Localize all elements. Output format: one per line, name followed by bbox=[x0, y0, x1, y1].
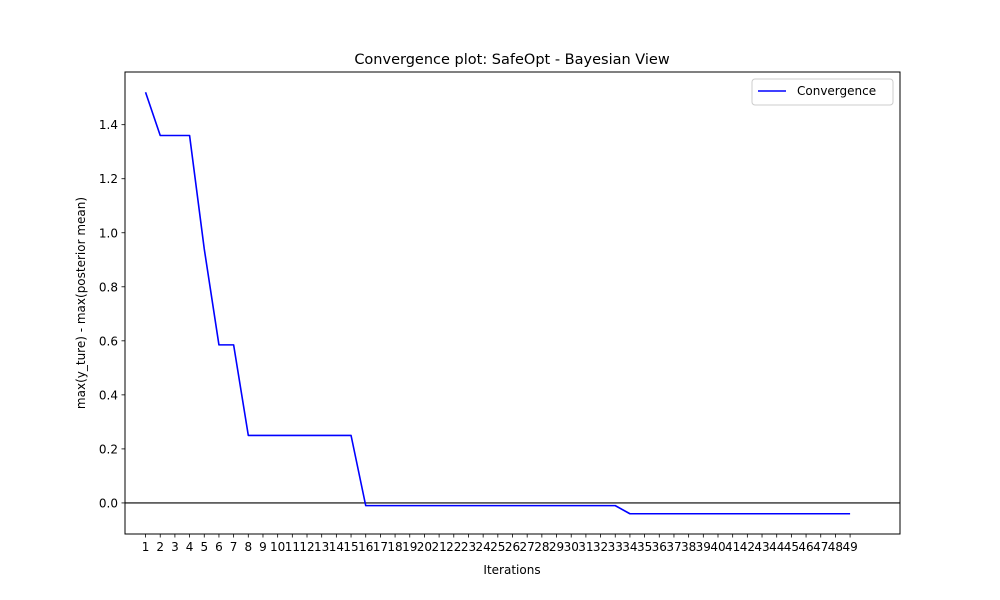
y-tick-label: 0.0 bbox=[99, 496, 118, 510]
x-tick-label: 17 bbox=[373, 540, 388, 554]
legend: Convergence bbox=[751, 78, 894, 106]
x-tick-label: 35 bbox=[637, 540, 652, 554]
legend-label: Convergence bbox=[797, 84, 876, 98]
y-tick-label: 1.0 bbox=[99, 226, 118, 240]
x-tick-label: 4 bbox=[186, 540, 194, 554]
x-tick-label: 12 bbox=[299, 540, 314, 554]
x-tick-label: 28 bbox=[534, 540, 549, 554]
y-tick-label: 0.2 bbox=[99, 442, 118, 456]
x-tick-label: 42 bbox=[740, 540, 755, 554]
x-tick-label: 5 bbox=[200, 540, 208, 554]
x-tick-label: 33 bbox=[608, 540, 623, 554]
x-tick-label: 44 bbox=[769, 540, 784, 554]
x-tick-label: 36 bbox=[652, 540, 667, 554]
x-tick-label: 15 bbox=[343, 540, 358, 554]
x-tick-label: 7 bbox=[230, 540, 238, 554]
x-tick-label: 13 bbox=[314, 540, 329, 554]
x-tick-label: 11 bbox=[285, 540, 300, 554]
x-tick-label: 14 bbox=[329, 540, 344, 554]
x-tick-label: 24 bbox=[476, 540, 491, 554]
y-axis-label: max(y_ture) - max(posterior mean) bbox=[74, 197, 88, 409]
x-tick-label: 2 bbox=[156, 540, 164, 554]
x-tick-label: 22 bbox=[446, 540, 461, 554]
x-tick-label: 18 bbox=[387, 540, 402, 554]
series-line bbox=[144, 92, 851, 515]
plot-frame bbox=[124, 71, 901, 535]
y-tick-label: 0.6 bbox=[99, 334, 118, 348]
x-tick-label: 9 bbox=[259, 540, 267, 554]
x-tick-label: 3 bbox=[171, 540, 179, 554]
y-tick-label: 1.2 bbox=[99, 172, 118, 186]
x-tick-label: 34 bbox=[622, 540, 637, 554]
x-tick-label: 23 bbox=[461, 540, 476, 554]
x-tick-label: 16 bbox=[358, 540, 373, 554]
x-tick-label: 25 bbox=[490, 540, 505, 554]
x-tick-label: 31 bbox=[578, 540, 593, 554]
y-tick-label: 1.4 bbox=[99, 118, 118, 132]
chart-title: Convergence plot: SafeOpt - Bayesian Vie… bbox=[354, 52, 670, 68]
x-tick-label: 46 bbox=[798, 540, 813, 554]
plot-area: 0.00.20.40.60.81.01.21.41 2 3 4 5 6 7 8 9 10 11 12 1… bbox=[99, 92, 900, 554]
x-tick-label: 43 bbox=[754, 540, 769, 554]
x-tick-label: 29 bbox=[549, 540, 564, 554]
x-tick-label: 48 bbox=[828, 540, 843, 554]
x-tick-label: 39 bbox=[696, 540, 711, 554]
x-tick-label: 8 bbox=[244, 540, 252, 554]
x-tick-label: 30 bbox=[564, 540, 579, 554]
y-tick-label: 0.8 bbox=[99, 280, 118, 294]
x-tick-label: 45 bbox=[784, 540, 799, 554]
x-tick-label: 20 bbox=[417, 540, 432, 554]
x-tick-label: 32 bbox=[593, 540, 608, 554]
x-tick-label: 21 bbox=[431, 540, 446, 554]
x-tick-label: 1 bbox=[142, 540, 150, 554]
x-tick-label: 6 bbox=[215, 540, 223, 554]
x-tick-label: 10 bbox=[270, 540, 285, 554]
x-tick-label: 37 bbox=[666, 540, 681, 554]
x-tick-label: 19 bbox=[402, 540, 417, 554]
x-tick-label: 41 bbox=[725, 540, 740, 554]
y-tick-label: 0.4 bbox=[99, 388, 118, 402]
legend-box bbox=[751, 78, 894, 106]
x-tick-label: 49 bbox=[842, 540, 857, 554]
x-tick-label: 27 bbox=[520, 540, 535, 554]
x-tick-label: 47 bbox=[813, 540, 828, 554]
x-tick-label: 26 bbox=[505, 540, 520, 554]
x-tick-label: 38 bbox=[681, 540, 696, 554]
x-tick-label: 40 bbox=[710, 540, 725, 554]
x-axis-label: Iterations bbox=[483, 563, 540, 577]
